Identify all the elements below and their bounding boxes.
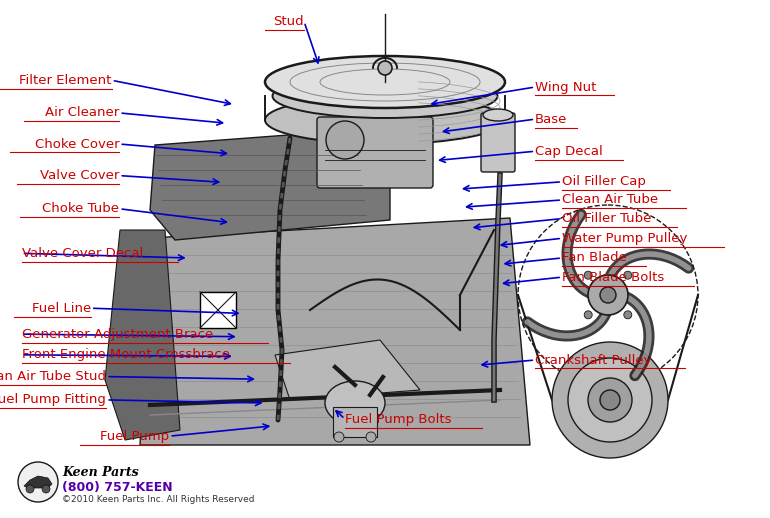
Circle shape — [600, 287, 616, 303]
Text: Fuel Pump Bolts: Fuel Pump Bolts — [345, 412, 451, 426]
Circle shape — [600, 390, 620, 410]
Text: Fan Blade Bolts: Fan Blade Bolts — [562, 270, 665, 284]
Bar — [200, 292, 236, 328]
Circle shape — [588, 378, 632, 422]
Text: Valve Cover: Valve Cover — [40, 169, 119, 182]
Circle shape — [334, 432, 344, 442]
Text: ©2010 Keen Parts Inc. All Rights Reserved: ©2010 Keen Parts Inc. All Rights Reserve… — [62, 496, 255, 505]
Ellipse shape — [273, 74, 497, 118]
Text: Base: Base — [535, 112, 567, 126]
Text: Water Pump Pulley: Water Pump Pulley — [562, 232, 688, 245]
Text: Fan Blade: Fan Blade — [562, 251, 627, 265]
Ellipse shape — [265, 96, 505, 144]
Text: Clean Air Tube Stud: Clean Air Tube Stud — [0, 370, 106, 383]
Text: Keen Parts: Keen Parts — [62, 466, 139, 479]
Text: Crankshaft Pulley: Crankshaft Pulley — [535, 353, 651, 367]
Circle shape — [42, 485, 50, 493]
Ellipse shape — [265, 56, 505, 108]
Text: Front Engine Mount Crossbrace: Front Engine Mount Crossbrace — [22, 348, 229, 362]
Text: Clean Air Tube: Clean Air Tube — [562, 193, 658, 207]
Polygon shape — [275, 340, 420, 400]
Circle shape — [18, 462, 58, 502]
Polygon shape — [150, 130, 390, 240]
Text: Fuel Pump: Fuel Pump — [100, 429, 169, 443]
Polygon shape — [24, 476, 52, 488]
Circle shape — [584, 311, 592, 319]
Polygon shape — [140, 218, 530, 445]
Text: Choke Tube: Choke Tube — [42, 202, 119, 215]
Text: Valve Cover Decal: Valve Cover Decal — [22, 247, 142, 260]
FancyBboxPatch shape — [317, 117, 433, 188]
Circle shape — [624, 311, 632, 319]
Circle shape — [584, 271, 592, 279]
Ellipse shape — [483, 109, 513, 121]
Ellipse shape — [326, 121, 364, 159]
Ellipse shape — [325, 381, 385, 425]
Text: (800) 757-KEEN: (800) 757-KEEN — [62, 481, 172, 494]
Text: Filter Element: Filter Element — [19, 74, 112, 87]
Text: Fuel Pump Fitting: Fuel Pump Fitting — [0, 393, 106, 407]
FancyBboxPatch shape — [481, 113, 515, 172]
Circle shape — [624, 271, 632, 279]
Circle shape — [366, 432, 376, 442]
Text: Fuel Line: Fuel Line — [32, 301, 91, 315]
Text: Wing Nut: Wing Nut — [535, 80, 597, 94]
Text: Oil Filler Tube: Oil Filler Tube — [562, 212, 651, 225]
Bar — [333, 407, 377, 437]
Text: Air Cleaner: Air Cleaner — [45, 106, 119, 120]
Text: Cap Decal: Cap Decal — [535, 145, 603, 158]
Circle shape — [26, 485, 34, 493]
Circle shape — [568, 358, 652, 442]
Circle shape — [378, 61, 392, 75]
Circle shape — [552, 342, 668, 458]
Text: Oil Filler Cap: Oil Filler Cap — [562, 175, 646, 189]
Text: Stud: Stud — [273, 15, 304, 28]
Text: Generator Adjustment Brace: Generator Adjustment Brace — [22, 327, 213, 341]
Circle shape — [588, 275, 628, 315]
Text: Choke Cover: Choke Cover — [35, 137, 119, 151]
Polygon shape — [105, 230, 180, 440]
